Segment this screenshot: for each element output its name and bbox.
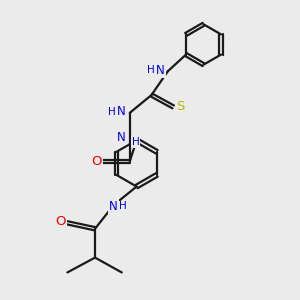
Text: N: N [156, 64, 165, 77]
Text: H: H [147, 65, 154, 75]
Text: H: H [119, 202, 127, 212]
Text: S: S [176, 100, 185, 113]
Text: O: O [91, 155, 102, 168]
Text: N: N [110, 200, 118, 213]
Text: N: N [117, 106, 126, 118]
Text: H: H [132, 137, 140, 147]
Text: H: H [108, 107, 116, 117]
Text: N: N [117, 131, 126, 144]
Text: O: O [56, 215, 66, 228]
